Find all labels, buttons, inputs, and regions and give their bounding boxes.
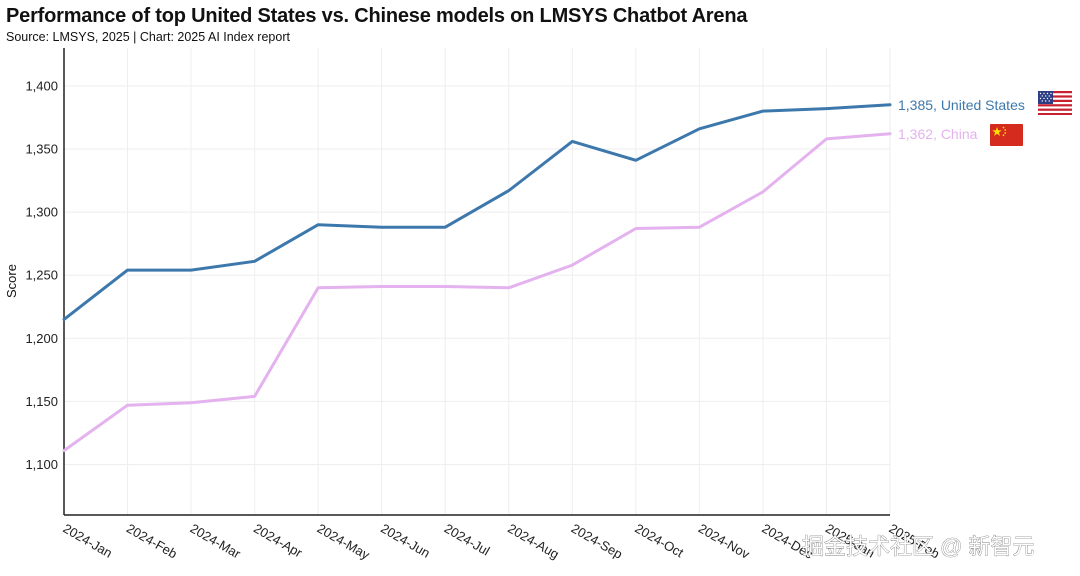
y-tick-label: 1,150 — [25, 394, 58, 409]
x-tick-label: 2024-Feb — [124, 521, 180, 562]
chart-axes — [63, 48, 890, 516]
y-tick-label: 1,400 — [25, 78, 58, 93]
grid-lines — [63, 48, 891, 515]
x-tick-label: 2024-May — [315, 521, 373, 563]
series-lines — [62, 103, 892, 453]
chart-title: Performance of top United States vs. Chi… — [6, 5, 748, 27]
us-flag-icon — [1038, 91, 1072, 115]
series-line-china — [62, 132, 892, 453]
end-labels: 1,385, United States 1,362, China — [898, 97, 1025, 142]
x-tick-label: 2024-Jun — [378, 521, 432, 561]
end-label-united-states: 1,385, United States — [898, 97, 1025, 113]
end-label-china: 1,362, China — [898, 126, 978, 142]
y-tick-label: 1,350 — [25, 141, 58, 156]
x-tick-label: 2024-Nov — [696, 521, 753, 562]
watermark-text: 掘金技术社区 @ 新智元 — [802, 534, 1035, 559]
x-tick-label: 2024-Mar — [188, 521, 244, 562]
x-tick-label: 2024-Jan — [61, 521, 115, 561]
x-tick-label: 2024-Sep — [569, 521, 625, 562]
china-flag-icon — [990, 124, 1023, 146]
chart-subtitle: Source: LMSYS, 2025 | Chart: 2025 AI Ind… — [6, 30, 290, 44]
y-tick-label: 1,300 — [25, 205, 58, 220]
x-tick-label: 2024-Apr — [251, 521, 305, 561]
x-tick-label: 2024-Oct — [632, 521, 686, 561]
y-axis-title: Score — [4, 264, 19, 298]
x-tick-label: 2024-Jul — [442, 521, 493, 559]
series-line-united-states — [62, 103, 892, 321]
x-tick-label: 2024-Aug — [505, 521, 561, 562]
y-tick-labels: 1,100 1,150 1,200 1,250 1,300 1,350 1,400 — [25, 78, 58, 472]
y-tick-label: 1,250 — [25, 268, 58, 283]
y-tick-label: 1,200 — [25, 331, 58, 346]
y-tick-label: 1,100 — [25, 457, 58, 472]
